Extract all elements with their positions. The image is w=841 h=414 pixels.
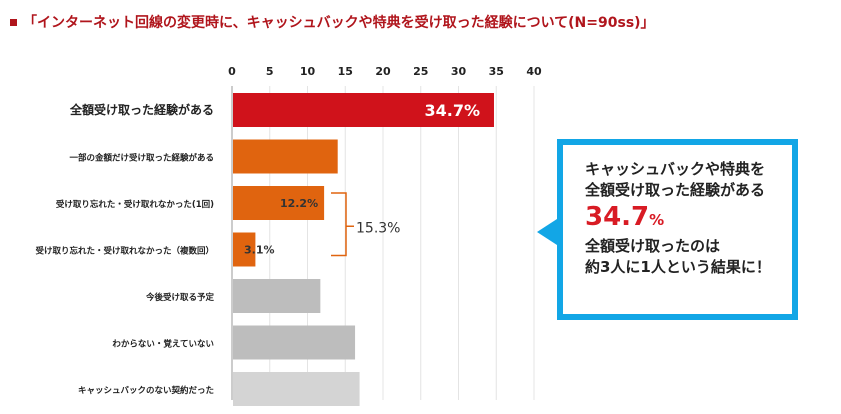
x-tick-label: 10 [300,65,316,78]
bar [233,186,325,220]
chart-title: 「インターネット回線の変更時に、キャッシュバックや特典を受け取った経験について(… [10,12,655,32]
bracket-line [331,192,347,257]
category-label: 全額受け取った経験がある [69,102,214,117]
data-label: 12.2% [280,197,318,210]
bar [233,93,494,127]
data-label: 34.7% [424,101,480,120]
callout-big-number: 34.7 [585,202,650,232]
callout-line-3: 全額受け取ったのは [585,237,721,255]
x-tick-label: 20 [375,65,391,78]
x-tick-label: 30 [451,65,467,78]
x-tick-label: 25 [413,65,428,78]
callout-big-unit: % [649,211,665,229]
chart-title-text: 「インターネット回線の変更時に、キャッシュバックや特典を受け取った経験について(… [23,15,655,31]
bar [233,279,321,313]
data-label: 3.1% [244,244,275,257]
bar [233,232,256,267]
callout-arrow-icon [537,219,557,245]
bar [233,325,356,360]
title-bullet-icon [10,18,17,26]
callout-big-value: 34.7% [585,201,792,236]
bar [233,372,360,406]
callout-line-1: キャッシュバックや特典を [585,160,766,178]
category-label: 一部の金額だけ受け取った経験がある [69,153,214,164]
callout-box: キャッシュバックや特典を 全額受け取った経験がある 34.7% 全額受け取ったの… [557,139,798,320]
category-label: 今後受け取る予定 [145,292,215,303]
callout-line-2: 全額受け取った経験がある [585,181,766,199]
category-label: キャッシュバックのない契約だった [78,385,214,396]
x-tick-label: 0 [228,65,236,78]
x-tick-label: 35 [489,65,504,78]
callout-line-4: 約3人に1人という結果に！ [585,258,771,276]
category-label: わからない・覚えていない [112,339,214,350]
bracket-label: 15.3% [356,220,400,236]
bar [233,139,338,174]
x-tick-label: 40 [526,65,542,78]
x-tick-label: 15 [338,65,353,78]
category-label: 受け取り忘れた・受け取れなかった(1回) [56,199,214,210]
x-tick-label: 5 [266,65,274,78]
category-label: 受け取り忘れた・受け取れなかった（複数回） [35,246,214,257]
